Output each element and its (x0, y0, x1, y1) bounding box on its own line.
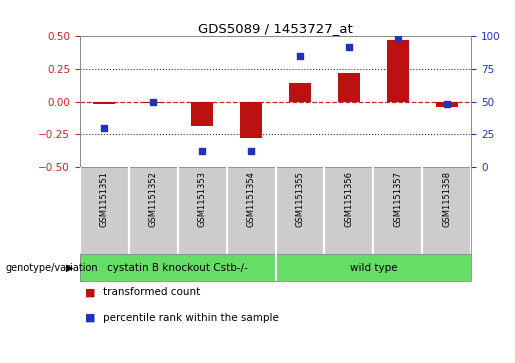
Text: ■: ■ (85, 313, 95, 323)
Point (394, 35, 402, 41)
Point (345, 44, 353, 50)
Point (296, 53, 304, 59)
Text: transformed count: transformed count (103, 287, 200, 297)
Point (247, 148, 255, 154)
Bar (436, 102, 458, 107)
Text: cystatin B knockout Cstb-/-: cystatin B knockout Cstb-/- (107, 263, 248, 273)
Text: GSM1151352: GSM1151352 (149, 171, 158, 227)
Bar (142, 102, 164, 103)
Bar (93, 102, 115, 104)
Text: GSM1151351: GSM1151351 (100, 171, 109, 227)
Text: GSM1151354: GSM1151354 (247, 171, 255, 227)
Bar (240, 102, 262, 138)
Point (100, 125, 109, 131)
Text: GSM1151358: GSM1151358 (442, 171, 451, 227)
Point (198, 148, 206, 154)
Text: wild type: wild type (350, 263, 397, 273)
Bar (387, 40, 409, 102)
Text: ■: ■ (85, 287, 95, 297)
Bar (191, 102, 213, 126)
Title: GDS5089 / 1453727_at: GDS5089 / 1453727_at (198, 22, 353, 35)
Text: GSM1151356: GSM1151356 (345, 171, 353, 227)
Text: percentile rank within the sample: percentile rank within the sample (103, 313, 279, 323)
Text: GSM1151355: GSM1151355 (296, 171, 304, 227)
Bar (338, 73, 360, 102)
Point (443, 101, 451, 107)
Bar (289, 83, 311, 102)
Text: GSM1151357: GSM1151357 (393, 171, 402, 227)
Text: GSM1151353: GSM1151353 (198, 171, 207, 227)
Text: genotype/variation: genotype/variation (5, 263, 98, 273)
Point (149, 99, 158, 105)
Text: ▶: ▶ (66, 263, 73, 273)
